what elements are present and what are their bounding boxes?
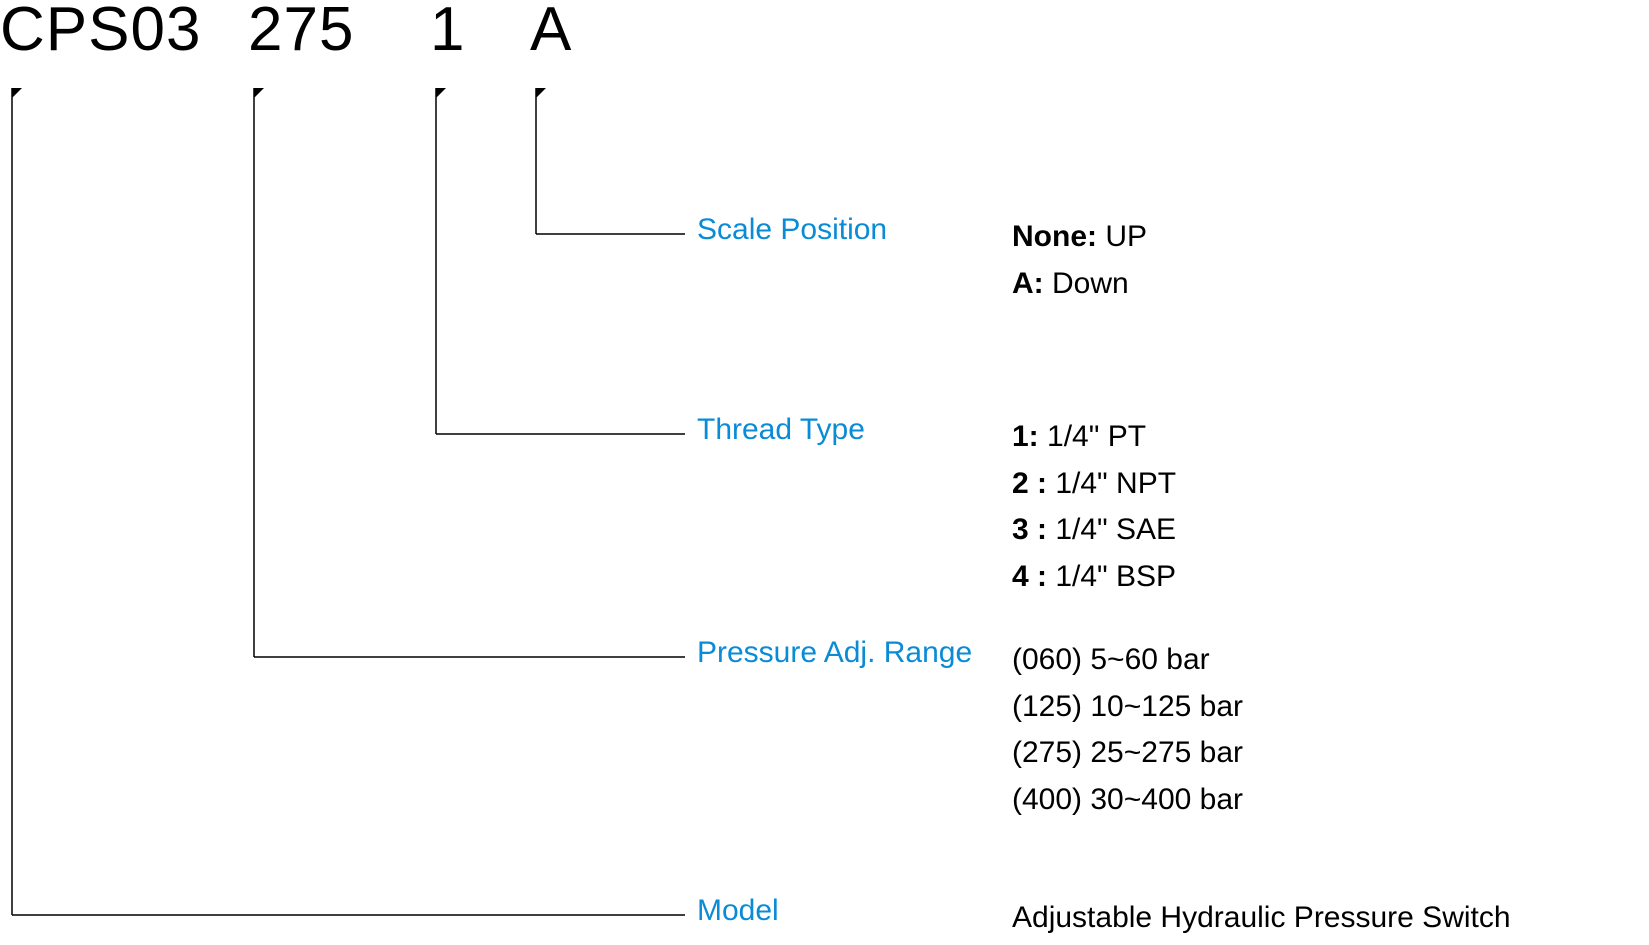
label-thread: Thread Type xyxy=(697,413,865,447)
desc-line: A: Down xyxy=(1012,261,1147,308)
desc-thread: 1: 1/4" PT2 : 1/4" NPT3 : 1/4" SAE4 : 1/… xyxy=(1012,414,1176,600)
desc-line: (060) 5~60 bar xyxy=(1012,637,1243,684)
desc-line: (400) 30~400 bar xyxy=(1012,777,1243,824)
connector-lines xyxy=(0,0,1649,945)
label-pressure: Pressure Adj. Range xyxy=(697,636,972,670)
desc-line: 4 : 1/4" BSP xyxy=(1012,554,1176,601)
code-seg-pressure: 275 xyxy=(248,0,354,65)
desc-line: 3 : 1/4" SAE xyxy=(1012,507,1176,554)
desc-line: (275) 25~275 bar xyxy=(1012,730,1243,777)
desc-model: Adjustable Hydraulic Pressure Switch xyxy=(1012,895,1511,942)
desc-line: 1: 1/4" PT xyxy=(1012,414,1176,461)
desc-line: None: UP xyxy=(1012,214,1147,261)
code-seg-model: CPS03 xyxy=(0,0,201,65)
desc-line: 2 : 1/4" NPT xyxy=(1012,461,1176,508)
label-scale: Scale Position xyxy=(697,213,887,247)
code-seg-thread: 1 xyxy=(430,0,465,65)
desc-line: (125) 10~125 bar xyxy=(1012,684,1243,731)
label-model: Model xyxy=(697,894,779,928)
desc-pressure: (060) 5~60 bar(125) 10~125 bar(275) 25~2… xyxy=(1012,637,1243,823)
desc-line: Adjustable Hydraulic Pressure Switch xyxy=(1012,895,1511,942)
desc-scale: None: UPA: Down xyxy=(1012,214,1147,307)
code-seg-scale: A xyxy=(530,0,572,65)
